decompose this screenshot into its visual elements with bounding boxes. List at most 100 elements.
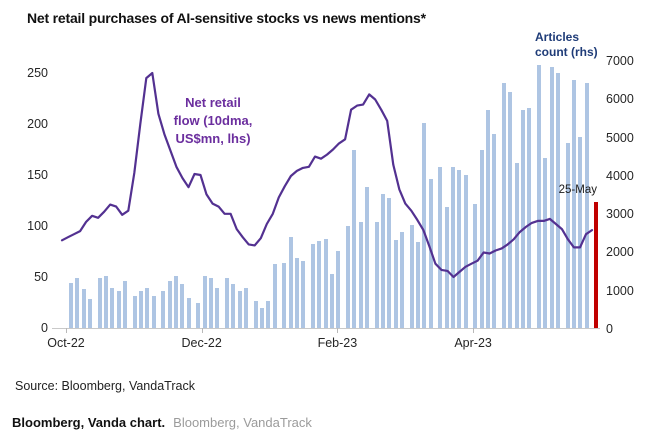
articles-count-bar bbox=[215, 287, 220, 328]
articles-count-bar bbox=[132, 296, 137, 328]
articles-count-bar bbox=[161, 290, 166, 328]
articles-count-bar bbox=[352, 150, 357, 328]
articles-count-bar bbox=[145, 287, 150, 328]
right-axis-tick-label: 3000 bbox=[606, 207, 634, 222]
x-axis-tick-label: Dec-22 bbox=[181, 336, 222, 350]
articles-count-bar bbox=[543, 158, 548, 328]
articles-count-bar bbox=[451, 167, 456, 328]
highlight-bar-25-may bbox=[594, 201, 599, 328]
articles-count-bar bbox=[457, 170, 462, 328]
right-axis-tick-label: 5000 bbox=[606, 130, 634, 145]
articles-count-bar bbox=[555, 73, 560, 328]
articles-count-bar bbox=[311, 244, 316, 328]
articles-count-bar bbox=[110, 287, 115, 328]
caption: Bloomberg, Vanda chart. Bloomberg, VandaT… bbox=[12, 415, 312, 430]
articles-count-bar bbox=[167, 280, 172, 328]
articles-count-bar bbox=[103, 275, 108, 328]
articles-count-bar bbox=[527, 108, 532, 328]
articles-count-bar bbox=[253, 301, 258, 328]
date-annotation: 25-May bbox=[558, 184, 597, 196]
right-axis-tick-label: 7000 bbox=[606, 53, 634, 68]
articles-count-bar bbox=[514, 163, 519, 328]
bar-series-container bbox=[52, 55, 600, 328]
articles-count-bar bbox=[288, 237, 293, 328]
plot-area bbox=[52, 55, 600, 329]
articles-count-bar bbox=[409, 224, 414, 328]
articles-count-bar bbox=[317, 240, 322, 328]
x-axis-tick-label: Feb-23 bbox=[317, 336, 358, 350]
right-axis-tick-label: 2000 bbox=[606, 245, 634, 260]
articles-count-bar bbox=[502, 83, 507, 328]
articles-count-bar bbox=[381, 194, 386, 328]
articles-count-legend: Articles count (rhs) bbox=[535, 30, 598, 59]
left-axis-tick-label: 200 bbox=[27, 117, 48, 131]
articles-count-bar bbox=[393, 239, 398, 328]
caption-gray: Bloomberg, VandaTrack bbox=[173, 415, 312, 430]
articles-count-bar bbox=[243, 287, 248, 328]
articles-count-bar bbox=[260, 307, 265, 328]
articles-count-bar bbox=[266, 301, 271, 328]
right-axis-tick-label: 6000 bbox=[606, 92, 634, 107]
articles-count-bar bbox=[180, 284, 185, 328]
x-axis-tick bbox=[201, 328, 203, 333]
articles-count-bar bbox=[358, 222, 363, 328]
articles-count-bar bbox=[97, 277, 102, 328]
left-axis-tick-label: 250 bbox=[27, 66, 48, 80]
articles-count-bar bbox=[138, 290, 143, 328]
articles-count-bar bbox=[479, 150, 484, 328]
articles-count-bar bbox=[173, 275, 178, 328]
articles-count-bar bbox=[225, 278, 230, 328]
articles-count-bar bbox=[202, 275, 207, 328]
x-axis-tick bbox=[473, 328, 475, 333]
articles-count-bar bbox=[237, 290, 242, 328]
articles-count-bar bbox=[231, 284, 236, 328]
retail-flow-line bbox=[60, 71, 594, 279]
articles-count-bar bbox=[295, 257, 299, 328]
articles-count-bar bbox=[272, 264, 277, 328]
articles-count-bar bbox=[186, 297, 191, 328]
articles-count-bar bbox=[444, 207, 449, 328]
articles-count-bar bbox=[399, 232, 404, 328]
articles-count-bar bbox=[116, 290, 121, 328]
articles-count-bar bbox=[329, 274, 334, 328]
articles-count-bar bbox=[81, 289, 86, 328]
articles-count-bar bbox=[208, 277, 213, 328]
articles-count-bar bbox=[486, 109, 491, 328]
right-axis-tick-label: 4000 bbox=[606, 168, 634, 183]
articles-count-bar bbox=[565, 143, 570, 328]
left-axis-tick-label: 100 bbox=[27, 219, 48, 233]
left-axis-tick-label: 150 bbox=[27, 168, 48, 182]
articles-count-bar bbox=[521, 109, 525, 328]
x-axis-tick bbox=[66, 328, 67, 333]
articles-count-bar bbox=[69, 282, 73, 328]
chart-title: Net retail purchases of AI-sensitive sto… bbox=[27, 10, 426, 26]
left-axis-tick-label: 0 bbox=[41, 321, 48, 335]
articles-count-bar bbox=[282, 262, 287, 328]
articles-count-bar bbox=[537, 64, 542, 328]
left-axis-tick-label: 50 bbox=[34, 270, 48, 284]
articles-count-bar bbox=[428, 178, 433, 328]
caption-bold: Bloomberg, Vanda chart. bbox=[12, 415, 166, 430]
articles-count-bar bbox=[301, 261, 306, 328]
source-note: Source: Bloomberg, VandaTrack bbox=[15, 379, 195, 393]
articles-count-bar bbox=[572, 79, 577, 328]
articles-count-bar bbox=[584, 83, 589, 328]
right-axis-tick-label: 0 bbox=[606, 322, 613, 336]
articles-count-bar bbox=[463, 174, 468, 328]
articles-count-bar bbox=[374, 222, 379, 328]
articles-count-bar bbox=[416, 241, 421, 328]
x-axis-tick-label: Oct-22 bbox=[47, 336, 85, 350]
articles-count-bar bbox=[438, 167, 443, 328]
x-axis-tick-label: Apr-23 bbox=[454, 336, 492, 350]
articles-count-bar bbox=[578, 136, 583, 328]
articles-count-bar bbox=[422, 123, 427, 328]
articles-count-bar bbox=[75, 277, 80, 328]
articles-count-bar bbox=[122, 280, 127, 328]
articles-count-bar bbox=[323, 238, 328, 328]
articles-count-bar bbox=[473, 203, 478, 328]
articles-count-bar bbox=[336, 251, 341, 328]
articles-count-bar bbox=[196, 302, 201, 328]
articles-count-bar bbox=[492, 133, 497, 328]
articles-count-bar bbox=[508, 91, 513, 328]
